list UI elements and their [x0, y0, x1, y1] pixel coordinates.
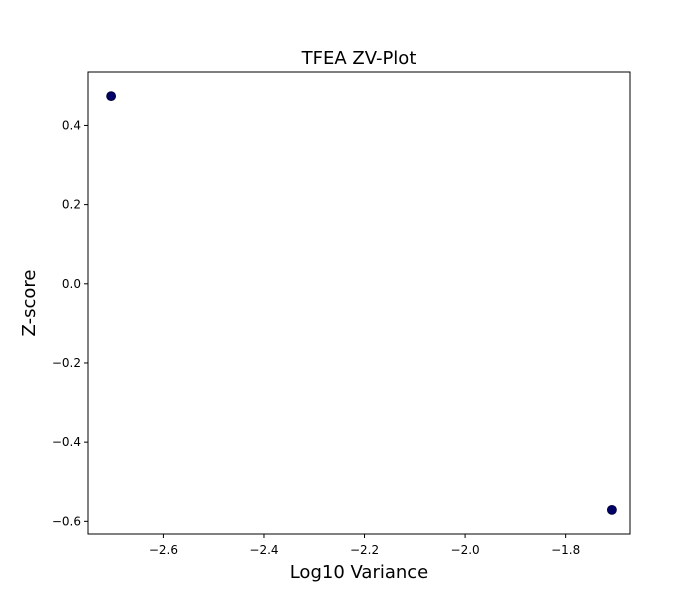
data-point: [106, 91, 117, 102]
x-tick-label: −2.2: [350, 543, 379, 557]
x-tick-label: −2.4: [249, 543, 278, 557]
y-tick-label: 0.4: [62, 118, 81, 132]
y-tick-label: −0.6: [52, 514, 81, 528]
y-tick-label: −0.2: [52, 356, 81, 370]
x-tick-label: −2.0: [451, 543, 480, 557]
x-axis-label: Log10 Variance: [290, 562, 429, 583]
chart-title: TFEA ZV-Plot: [301, 48, 417, 69]
y-tick-label: 0.0: [62, 277, 81, 291]
data-point: [606, 504, 617, 515]
plot-area-frame: [87, 71, 631, 535]
x-tick-label: −1.8: [551, 543, 580, 557]
y-axis-label: Z-score: [19, 270, 40, 337]
y-axis-ticks: 0.4 0.2 0.0 −0.2 −0.4 −0.6: [52, 118, 88, 528]
y-tick-label: 0.2: [62, 198, 81, 212]
y-tick-label: −0.4: [52, 435, 81, 449]
x-axis-ticks: −2.6 −2.4 −2.2 −2.0 −1.8: [149, 534, 580, 557]
data-points: [106, 91, 617, 515]
x-tick-label: −2.6: [149, 543, 178, 557]
